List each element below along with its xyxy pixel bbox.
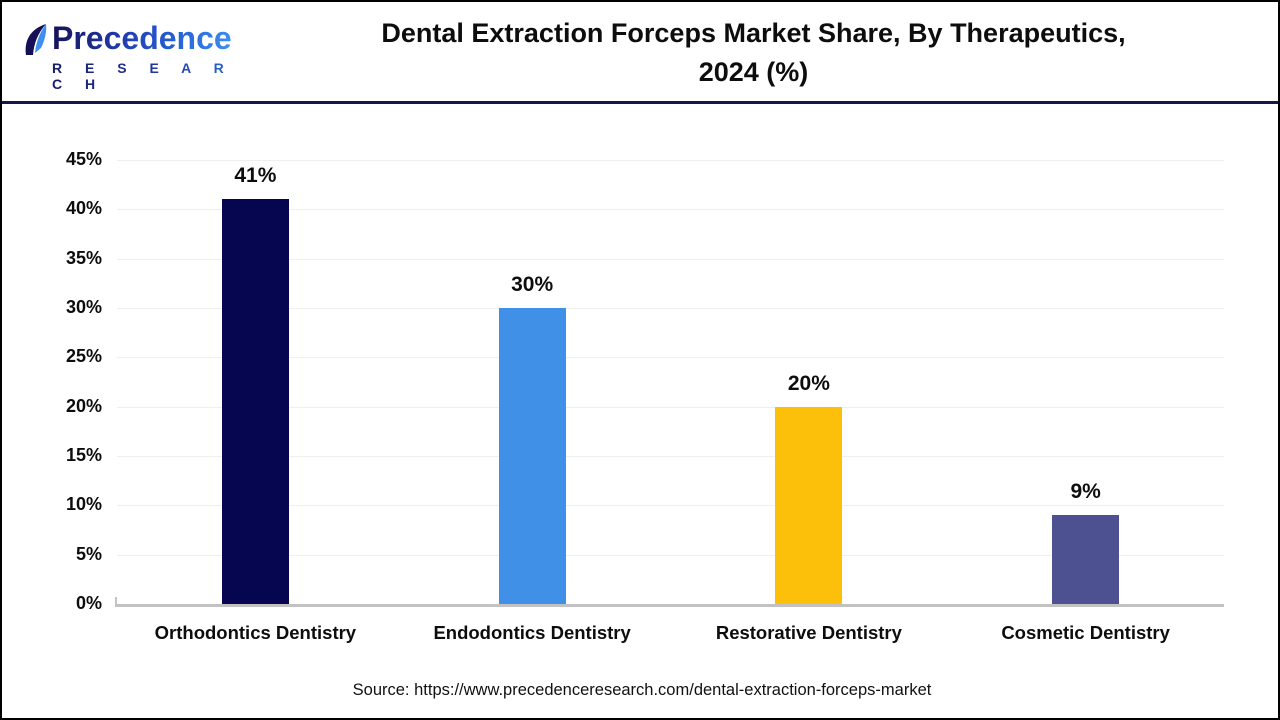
chart-title-line1: Dental Extraction Forceps Market Share, … — [381, 18, 1126, 48]
x-category-label: Cosmetic Dentistry — [1001, 622, 1170, 643]
header: Precedence R E S E A R C H Dental Extrac… — [2, 2, 1278, 101]
y-tick-label: 5% — [75, 543, 102, 564]
logo-research-text: R E S E A R C H — [52, 60, 262, 92]
y-gridline — [117, 456, 1224, 457]
x-category-label: Endodontics Dentistry — [433, 622, 631, 643]
x-category-label: Restorative Dentistry — [715, 622, 902, 643]
y-gridline — [117, 406, 1224, 408]
logo-wordmark-row: Precedence — [22, 20, 262, 59]
bar-value-label: 20% — [787, 371, 830, 395]
y-gridline — [117, 258, 1224, 260]
bar — [498, 308, 566, 604]
bar — [221, 199, 289, 604]
logo-brand-text: Precedence — [52, 20, 232, 56]
bar — [775, 406, 843, 604]
bar-value-label: 9% — [1070, 480, 1101, 504]
y-gridline — [117, 209, 1224, 211]
y-tick-label: 30% — [65, 297, 102, 317]
y-gridline — [117, 308, 1224, 309]
header-divider — [2, 101, 1278, 104]
y-tick-label: 45% — [65, 149, 102, 169]
chart-title-line2: 2024 (%) — [698, 57, 809, 87]
y-gridline — [117, 554, 1224, 556]
y-gridline — [117, 357, 1224, 359]
y-tick-label: 0% — [75, 593, 102, 613]
y-tick-label: 10% — [65, 494, 102, 515]
y-tick-label: 35% — [65, 247, 102, 268]
leaf-icon — [25, 24, 47, 55]
x-category-label: Orthodontics Dentistry — [154, 622, 357, 643]
y-tick-label: 25% — [65, 346, 102, 367]
y-gridline — [117, 160, 1224, 161]
bar-value-label: 41% — [234, 164, 277, 188]
y-tick-label: 40% — [65, 198, 102, 219]
source-text: Source: https://www.precedenceresearch.c… — [352, 681, 932, 699]
y-gridline — [117, 505, 1224, 507]
y-axis-nub — [115, 597, 117, 604]
y-tick-label: 20% — [65, 395, 102, 416]
bar-value-label: 30% — [511, 273, 554, 296]
precedence-research-logo: Precedence R E S E A R C H — [22, 20, 262, 92]
y-tick-label: 15% — [65, 445, 102, 465]
bar-chart: Source: https://www.precedenceresearch.c… — [2, 107, 1278, 718]
x-axis-line — [115, 604, 1224, 607]
bar — [1052, 515, 1120, 604]
chart-title: Dental Extraction Forceps Market Share, … — [237, 14, 1270, 92]
